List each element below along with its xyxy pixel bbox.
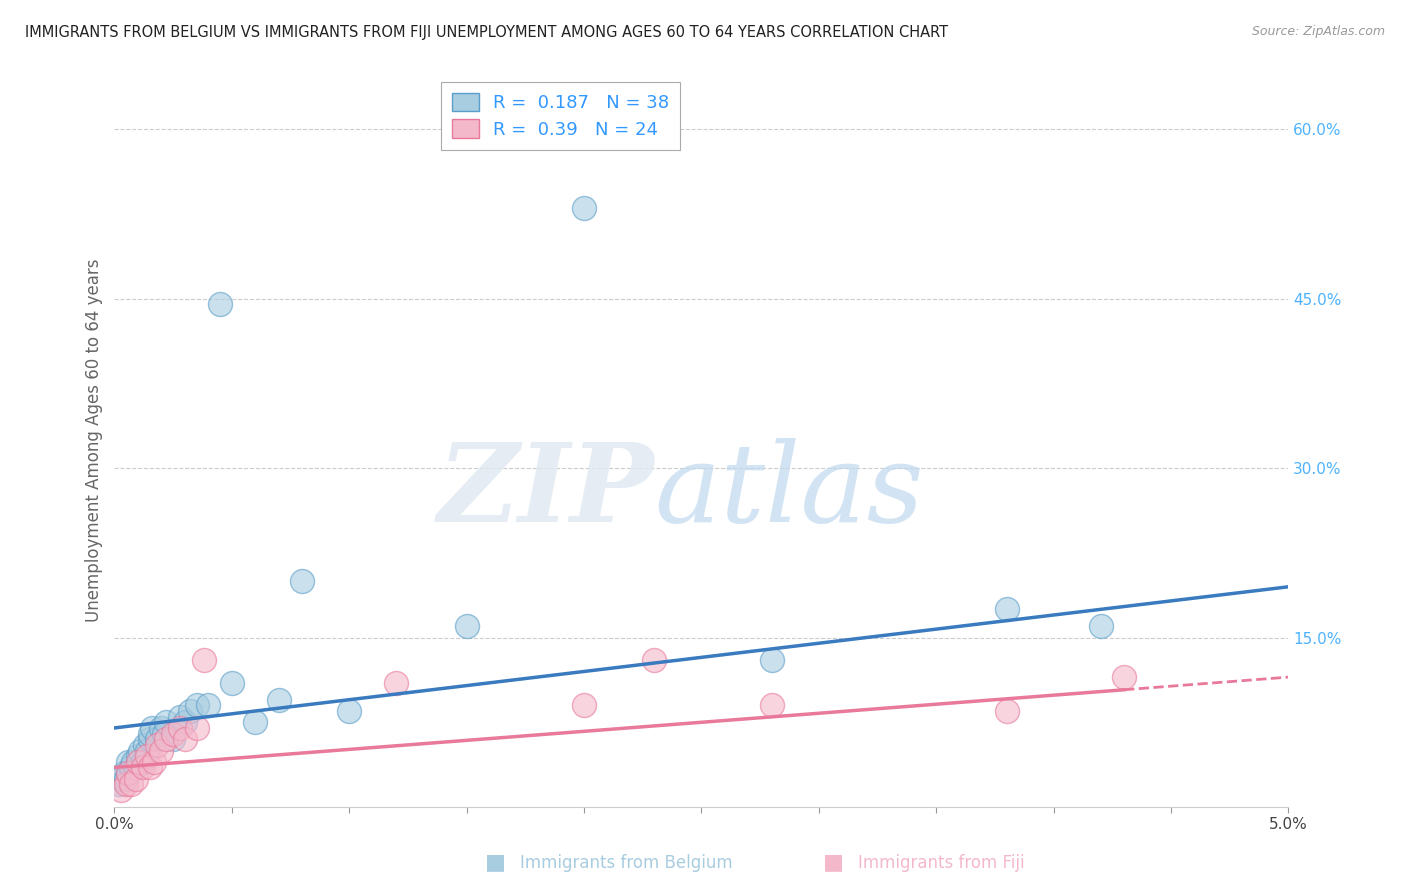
Text: ■: ■ [823, 853, 844, 872]
Point [761, 653, 783, 667]
Point [134, 738, 156, 752]
Point [120, 760, 142, 774]
Point [337, 704, 360, 718]
Point [115, 772, 138, 786]
Point [136, 749, 159, 764]
Point [150, 743, 173, 757]
Point [1112, 670, 1135, 684]
Point [124, 772, 146, 786]
Point [572, 698, 595, 713]
Text: atlas: atlas [654, 438, 924, 545]
Point [155, 732, 177, 747]
Point [385, 675, 408, 690]
Point [124, 760, 146, 774]
Point [162, 726, 184, 740]
Point [209, 297, 232, 311]
Point [179, 704, 201, 718]
Point [572, 202, 595, 216]
Point [221, 675, 243, 690]
Point [117, 755, 139, 769]
Point [145, 738, 167, 752]
Text: ■: ■ [485, 853, 506, 872]
Point [129, 743, 152, 757]
Point [197, 698, 219, 713]
Point [115, 777, 138, 791]
Point [162, 732, 184, 747]
Point [245, 715, 267, 730]
Text: Immigrants from Belgium: Immigrants from Belgium [520, 855, 733, 872]
Point [186, 698, 208, 713]
Text: IMMIGRANTS FROM BELGIUM VS IMMIGRANTS FROM FIJI UNEMPLOYMENT AMONG AGES 60 TO 64: IMMIGRANTS FROM BELGIUM VS IMMIGRANTS FR… [25, 25, 949, 40]
Point [131, 760, 153, 774]
Point [173, 732, 195, 747]
Point [186, 721, 208, 735]
Text: Source: ZipAtlas.com: Source: ZipAtlas.com [1251, 25, 1385, 38]
Point [456, 619, 478, 633]
Point [110, 772, 132, 786]
Point [127, 755, 149, 769]
Point [193, 653, 215, 667]
Point [169, 709, 191, 723]
Point [643, 653, 665, 667]
Point [108, 777, 131, 791]
Point [117, 766, 139, 780]
Point [995, 704, 1018, 718]
Point [138, 732, 160, 747]
Point [136, 743, 159, 757]
Point [122, 755, 145, 769]
Point [145, 732, 167, 747]
Point [143, 755, 166, 769]
Text: Immigrants from Fiji: Immigrants from Fiji [858, 855, 1025, 872]
Point [995, 602, 1018, 616]
Point [112, 766, 135, 780]
Point [173, 715, 195, 730]
Point [131, 755, 153, 769]
Y-axis label: Unemployment Among Ages 60 to 64 years: Unemployment Among Ages 60 to 64 years [86, 258, 103, 622]
Point [169, 721, 191, 735]
Point [127, 749, 149, 764]
Point [117, 766, 139, 780]
Point [152, 726, 174, 740]
Point [141, 721, 163, 735]
Point [1090, 619, 1112, 633]
Point [155, 715, 177, 730]
Point [138, 726, 160, 740]
Point [120, 777, 142, 791]
Point [150, 721, 173, 735]
Legend: R =  0.187   N = 38, R =  0.39   N = 24: R = 0.187 N = 38, R = 0.39 N = 24 [441, 82, 681, 150]
Point [138, 760, 160, 774]
Point [761, 698, 783, 713]
Point [291, 574, 314, 588]
Point [267, 692, 290, 706]
Text: ZIP: ZIP [437, 438, 654, 545]
Point [110, 783, 132, 797]
